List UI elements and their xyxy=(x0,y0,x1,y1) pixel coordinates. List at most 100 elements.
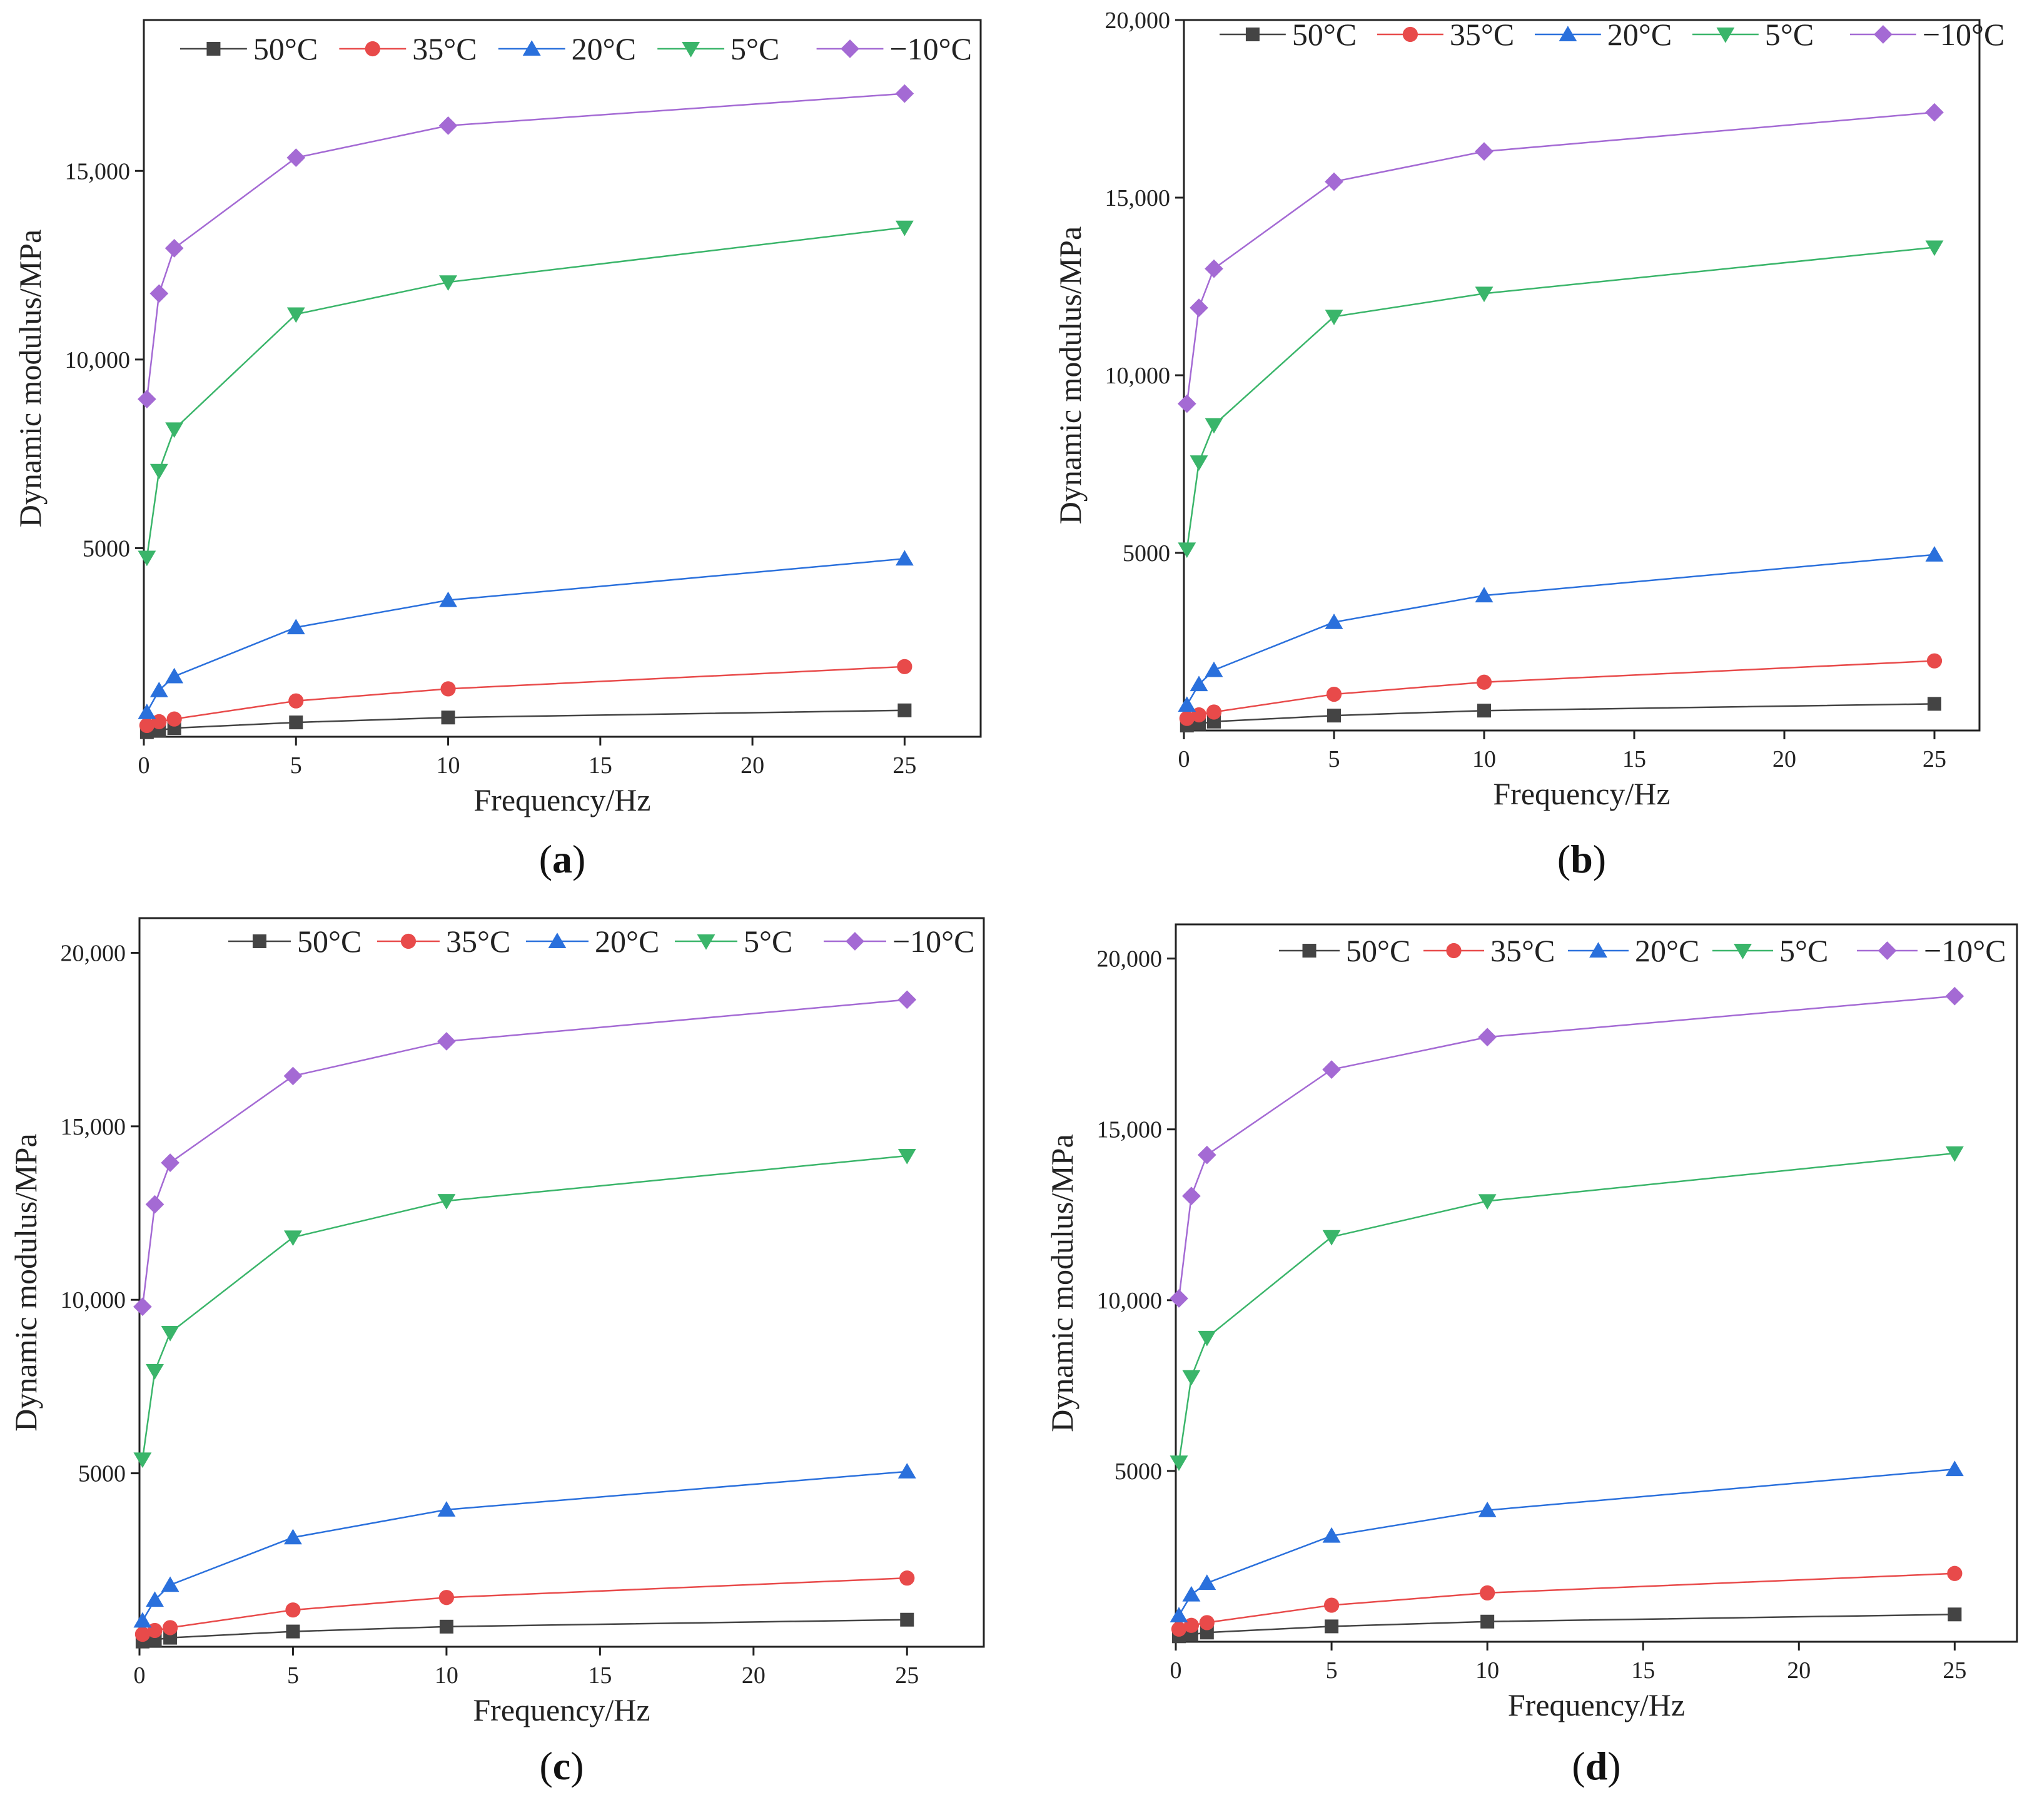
panel-label: (c) xyxy=(539,1744,584,1788)
legend-marker xyxy=(1402,26,1418,43)
x-tick-label: 10 xyxy=(1475,1657,1499,1684)
series-line xyxy=(146,558,905,713)
legend-marker xyxy=(697,934,715,950)
legend-label: 5°C xyxy=(1779,933,1828,968)
data-point xyxy=(138,390,156,409)
panel-label: (b) xyxy=(1557,837,1606,881)
data-point xyxy=(1947,1565,1963,1581)
plot-frame xyxy=(1183,19,1981,732)
data-point xyxy=(1475,587,1494,603)
x-tick-label: 25 xyxy=(895,1662,919,1689)
x-tick-label: 5 xyxy=(290,752,302,779)
data-point xyxy=(161,1325,179,1342)
data-point xyxy=(166,711,182,727)
legend-label: 35°C xyxy=(1450,17,1514,52)
data-point xyxy=(283,1066,303,1086)
x-axis-title: Frequency/Hz xyxy=(473,1692,650,1727)
data-point xyxy=(133,1612,152,1628)
legend-marker xyxy=(1302,944,1317,958)
data-point xyxy=(1322,1527,1341,1543)
x-tick-label: 20 xyxy=(742,1662,766,1689)
data-point xyxy=(1198,1330,1216,1347)
data-point xyxy=(440,681,456,697)
series-line xyxy=(1186,703,1935,727)
data-point xyxy=(1182,1370,1201,1386)
data-point xyxy=(897,1149,916,1165)
legend-label: 20°C xyxy=(1635,933,1699,968)
x-tick-label: 20 xyxy=(1772,746,1796,772)
data-point xyxy=(1190,455,1208,471)
legend-label: 50°C xyxy=(253,31,318,66)
data-point xyxy=(437,1194,456,1210)
series-line xyxy=(141,1470,907,1622)
chart-panel-a: 0 5 10 15 20 25 5000 10,000 15,000 Frequency/Hz Dy… xyxy=(13,19,982,881)
data-point xyxy=(439,1619,453,1634)
y-tick-label: 5000 xyxy=(1123,540,1170,567)
series-line xyxy=(141,999,907,1307)
data-point xyxy=(1480,1585,1495,1600)
x-axis-title: Frequency/Hz xyxy=(1493,776,1670,811)
data-point xyxy=(1206,704,1222,720)
data-point xyxy=(133,1452,152,1469)
data-point xyxy=(1945,986,1964,1006)
x-tick-label: 5 xyxy=(1326,1657,1338,1684)
data-point xyxy=(437,1501,456,1517)
data-point xyxy=(895,84,914,103)
legend-marker xyxy=(1716,28,1735,43)
chart-panel-b: 0 5 10 15 20 25 5000 10,000 15,000 20,000 Frequenc… xyxy=(1053,8,2004,881)
y-tick-label: 15,000 xyxy=(61,1114,126,1140)
legend-marker xyxy=(522,40,541,56)
chart-panel-c: 0 5 10 15 20 25 5000 10,000 15,000 20,000 Frequenc… xyxy=(8,917,985,1788)
data-point xyxy=(161,1576,179,1592)
legend-label: 5°C xyxy=(744,924,792,959)
data-point xyxy=(897,703,912,717)
data-point xyxy=(1182,1186,1201,1206)
legend-marker xyxy=(841,39,859,58)
y-tick-label: 5000 xyxy=(78,1461,126,1487)
legend-label: 35°C xyxy=(412,31,477,66)
data-point xyxy=(1171,1621,1187,1637)
data-point xyxy=(1925,546,1944,562)
legend-label: 50°C xyxy=(1346,933,1410,968)
data-point xyxy=(1945,1146,1964,1162)
data-point xyxy=(1198,1574,1216,1590)
legend-label: 50°C xyxy=(297,924,361,959)
data-point xyxy=(164,239,184,258)
data-point xyxy=(1925,240,1944,256)
data-point xyxy=(1326,686,1342,702)
data-point xyxy=(133,1297,152,1317)
data-point xyxy=(146,1363,164,1380)
data-point xyxy=(895,550,914,566)
data-point xyxy=(1478,1028,1497,1047)
legend-marker xyxy=(846,932,864,951)
data-point xyxy=(1325,310,1343,326)
data-point xyxy=(146,1591,164,1607)
plot-frame xyxy=(143,19,982,738)
x-tick-label: 0 xyxy=(138,752,150,779)
plot-frame xyxy=(1175,923,2018,1643)
data-point xyxy=(1325,1619,1339,1634)
y-tick-label: 10,000 xyxy=(61,1287,126,1313)
data-point xyxy=(1480,1614,1495,1629)
series-line xyxy=(1186,246,1935,550)
x-tick-label: 15 xyxy=(589,752,612,779)
y-tick-label: 20,000 xyxy=(61,940,126,966)
data-point xyxy=(145,1195,164,1214)
plot-frame xyxy=(138,917,985,1648)
legend-marker xyxy=(1559,26,1577,41)
data-point xyxy=(1475,286,1494,303)
legend-label: −10°C xyxy=(889,31,972,66)
data-point xyxy=(1948,1607,1962,1622)
data-point xyxy=(439,275,457,291)
legend-label: 5°C xyxy=(1765,17,1814,52)
data-point xyxy=(1327,709,1341,723)
x-tick-label: 25 xyxy=(1923,746,1946,772)
x-tick-label: 25 xyxy=(1943,1657,1966,1684)
y-tick-label: 15,000 xyxy=(1105,185,1171,211)
legend-marker xyxy=(1589,942,1607,958)
legend-marker xyxy=(1874,25,1893,44)
data-point xyxy=(437,1032,456,1051)
legend-marker xyxy=(400,933,417,949)
data-point xyxy=(147,1622,163,1639)
